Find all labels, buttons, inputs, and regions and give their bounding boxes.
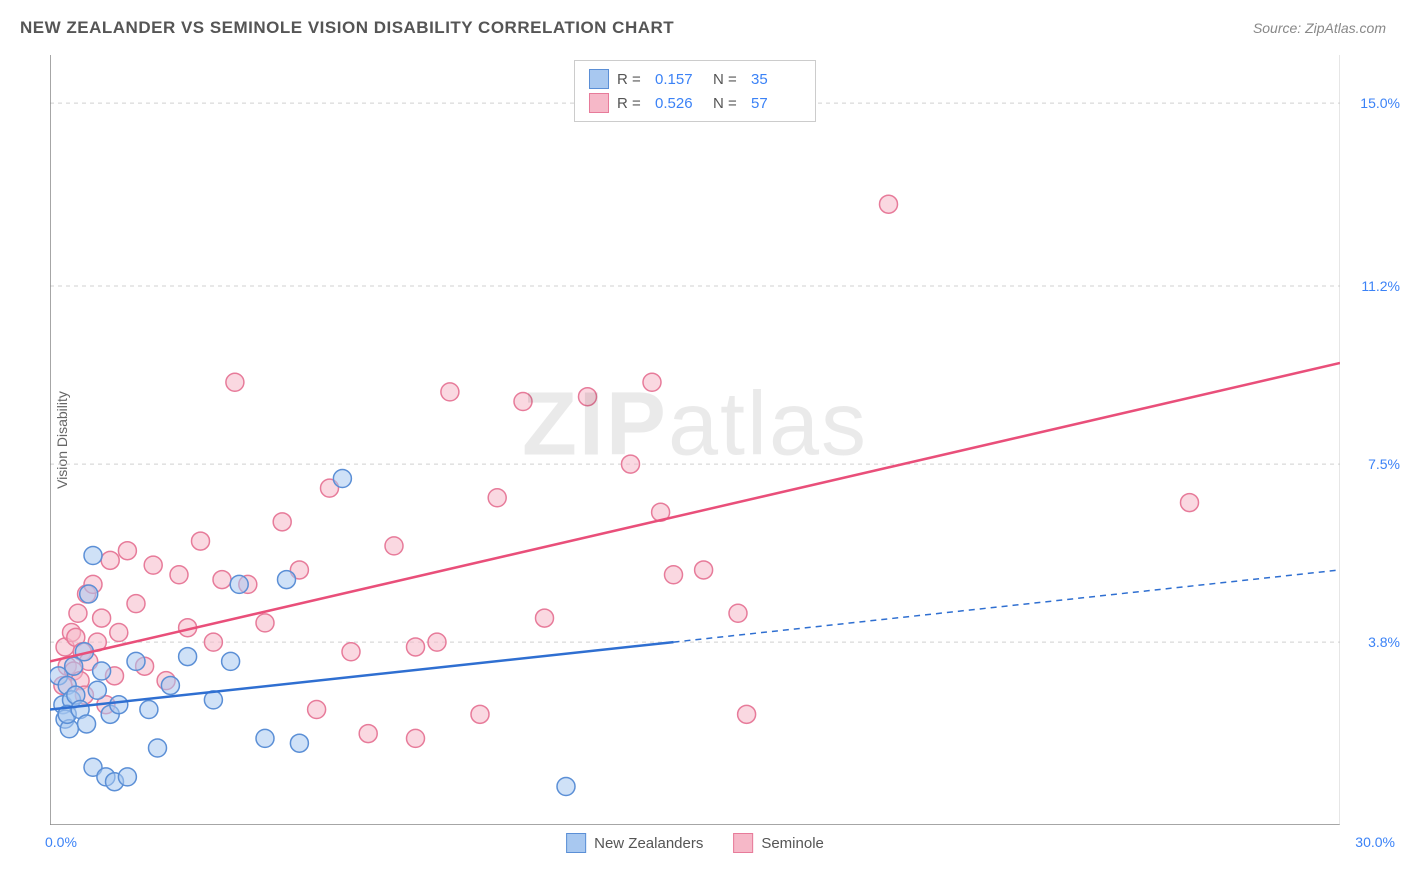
x-origin-label: 0.0%: [45, 834, 77, 850]
swatch-nz: [589, 69, 609, 89]
r-label: R =: [617, 95, 647, 112]
source-attribution: Source: ZipAtlas.com: [1253, 20, 1386, 36]
y-tick-label-2: 11.2%: [1361, 278, 1400, 294]
y-tick-label-3: 15.0%: [1360, 95, 1400, 111]
r-value-sem: 0.526: [655, 95, 705, 112]
legend-swatch-nz: [566, 833, 586, 853]
n-value-sem: 57: [751, 95, 801, 112]
chart-container: NEW ZEALANDER VS SEMINOLE VISION DISABIL…: [0, 0, 1406, 892]
legend-label-sem: Seminole: [761, 835, 824, 852]
stats-row-sem: R = 0.526 N = 57: [589, 91, 801, 115]
stats-row-nz: R = 0.157 N = 35: [589, 67, 801, 91]
n-label: N =: [713, 71, 743, 88]
swatch-sem: [589, 93, 609, 113]
chart-title: NEW ZEALANDER VS SEMINOLE VISION DISABIL…: [20, 18, 674, 38]
legend-item-nz: New Zealanders: [566, 833, 703, 853]
r-value-nz: 0.157: [655, 71, 705, 88]
bottom-legend: New Zealanders Seminole: [566, 833, 824, 853]
plot-area: Vision Disability ZIPatlas 3.8% 7.5% 11.…: [50, 55, 1340, 825]
legend-item-sem: Seminole: [733, 833, 824, 853]
y-tick-label-1: 7.5%: [1368, 456, 1400, 472]
x-max-label: 30.0%: [1355, 834, 1395, 850]
y-tick-label-0: 3.8%: [1368, 634, 1400, 650]
legend-label-nz: New Zealanders: [594, 835, 703, 852]
stats-box: R = 0.157 N = 35 R = 0.526 N = 57: [574, 60, 816, 122]
n-value-nz: 35: [751, 71, 801, 88]
header: NEW ZEALANDER VS SEMINOLE VISION DISABIL…: [20, 18, 1386, 38]
n-label: N =: [713, 95, 743, 112]
legend-swatch-sem: [733, 833, 753, 853]
r-label: R =: [617, 71, 647, 88]
chart-svg: [50, 55, 1340, 825]
